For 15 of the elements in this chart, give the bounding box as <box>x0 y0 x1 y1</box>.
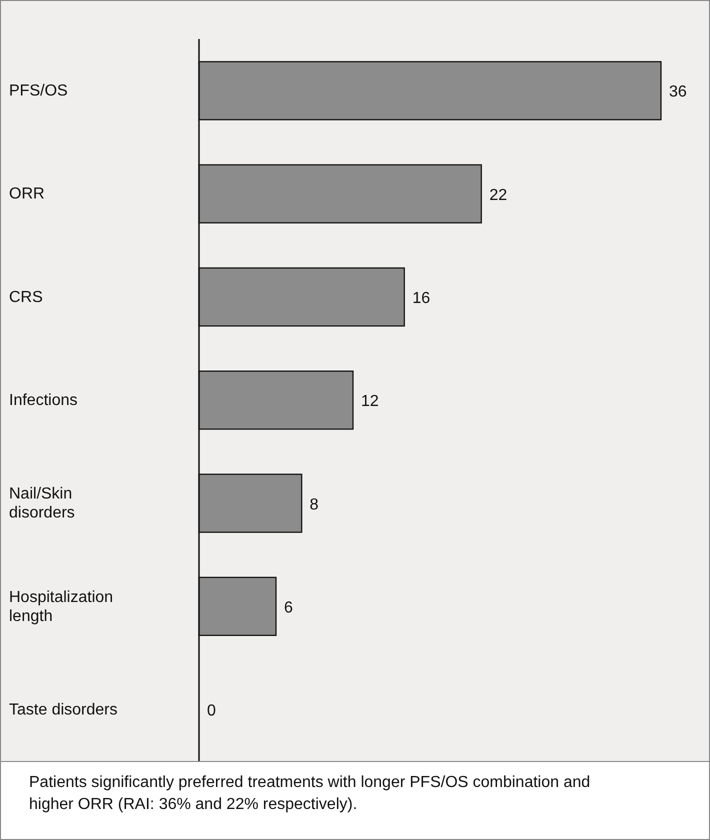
y-tick-label: PFS/OS <box>9 82 68 100</box>
data-label: 0 <box>207 702 216 720</box>
y-tick-label: CRS <box>9 288 43 306</box>
y-tick-label: Taste disorders <box>9 701 118 718</box>
data-label: 16 <box>412 290 430 307</box>
text: Patients significantly preferred treatments with longer PFS/OS combination and higher ORR (RAI: 36% and 22% respectively). <box>29 773 592 815</box>
y-tick-label: ORR <box>9 186 45 203</box>
y-tick-label: Infections <box>9 392 78 409</box>
data-label: 36 <box>669 84 687 101</box>
data-label: 8 <box>310 496 319 514</box>
data-label: 22 <box>489 186 508 204</box>
y-tick-label: Hospitalization length <box>9 588 114 625</box>
data-label: 6 <box>284 599 293 616</box>
y-tick-label: Nail/Skin disorders <box>9 486 75 522</box>
data-label: 12 <box>361 393 379 410</box>
